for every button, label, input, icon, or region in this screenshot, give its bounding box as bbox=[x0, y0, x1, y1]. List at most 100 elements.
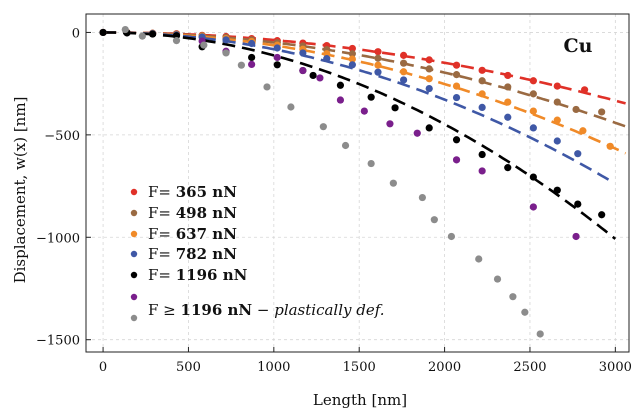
data-point bbox=[336, 96, 345, 104]
fit-curves bbox=[103, 31, 627, 240]
legend-label: F= 1196 nN bbox=[148, 266, 248, 284]
data-point bbox=[579, 127, 587, 135]
data-points bbox=[99, 25, 614, 338]
data-point bbox=[222, 36, 230, 44]
data-point bbox=[529, 124, 537, 132]
data-point bbox=[121, 25, 129, 34]
data-point bbox=[316, 74, 324, 82]
data-point bbox=[529, 77, 537, 85]
legend: F= 365 nN F= 498 nN F= 637 nN F= 782 nN F= 1… bbox=[130, 183, 385, 322]
y-axis-label: Displacement, w(x) [nm] bbox=[11, 97, 29, 284]
y-ticks: 0 −500 −1000 −1500 bbox=[36, 26, 91, 349]
data-point bbox=[572, 105, 580, 114]
fit-line bbox=[103, 31, 626, 105]
data-point bbox=[430, 216, 438, 224]
data-point bbox=[299, 66, 307, 75]
data-point bbox=[319, 123, 327, 131]
plot-border bbox=[85, 13, 630, 353]
data-point bbox=[509, 293, 517, 301]
data-point bbox=[504, 98, 512, 106]
data-point bbox=[574, 200, 582, 208]
data-point bbox=[452, 93, 461, 102]
x-tick-label: 0 bbox=[99, 360, 107, 375]
data-point bbox=[200, 41, 208, 49]
fit-line bbox=[103, 31, 610, 181]
data-point bbox=[374, 48, 382, 56]
data-point bbox=[400, 59, 408, 67]
data-point bbox=[273, 44, 281, 52]
data-point bbox=[413, 129, 421, 137]
data-point bbox=[374, 61, 382, 69]
data-point bbox=[348, 55, 356, 63]
data-point bbox=[389, 179, 397, 187]
data-point bbox=[273, 61, 281, 69]
data-point bbox=[553, 186, 561, 194]
data-point bbox=[374, 54, 382, 62]
data-point bbox=[425, 75, 433, 83]
data-point bbox=[400, 68, 408, 76]
data-point bbox=[237, 61, 245, 69]
data-point bbox=[475, 255, 483, 263]
data-point bbox=[273, 53, 281, 62]
data-point bbox=[348, 50, 356, 58]
data-point bbox=[574, 150, 582, 158]
data-point bbox=[309, 71, 317, 80]
data-point bbox=[447, 232, 456, 241]
x-tick-label: 2000 bbox=[428, 360, 461, 375]
data-point bbox=[367, 159, 375, 168]
legend-label: F= 782 nN bbox=[148, 245, 237, 263]
x-tick-label: 500 bbox=[176, 360, 201, 375]
data-point bbox=[529, 203, 537, 211]
data-point bbox=[504, 113, 512, 121]
data-point bbox=[452, 82, 461, 90]
y-tick-label: −1000 bbox=[36, 231, 80, 246]
data-point bbox=[478, 103, 486, 112]
data-point bbox=[391, 104, 399, 112]
y-tick-label: −500 bbox=[44, 129, 80, 144]
data-point bbox=[400, 51, 408, 59]
data-point bbox=[425, 65, 433, 73]
data-point bbox=[386, 120, 394, 128]
data-point bbox=[425, 124, 433, 132]
y-tick-label: −1500 bbox=[36, 334, 80, 349]
data-point bbox=[536, 330, 544, 338]
legend-marker bbox=[130, 314, 138, 322]
data-point bbox=[504, 83, 512, 91]
data-point bbox=[478, 66, 486, 74]
legend-label: F= 498 nN bbox=[148, 204, 237, 222]
legend-label: F= 365 nN bbox=[148, 183, 237, 201]
legend-marker bbox=[130, 230, 138, 238]
legend-marker bbox=[130, 188, 138, 196]
data-point bbox=[248, 39, 256, 48]
data-point bbox=[367, 93, 375, 101]
data-point bbox=[504, 71, 512, 80]
legend-label: F= 637 nN bbox=[148, 225, 237, 243]
data-point bbox=[348, 61, 356, 69]
data-point bbox=[348, 44, 356, 53]
x-tick-label: 1000 bbox=[257, 360, 290, 375]
legend-marker bbox=[130, 209, 138, 217]
data-point bbox=[148, 30, 157, 38]
grid bbox=[86, 14, 629, 352]
material-annotation: Cu bbox=[564, 35, 593, 57]
data-point bbox=[263, 83, 271, 91]
data-point bbox=[248, 53, 256, 62]
data-point bbox=[553, 82, 561, 90]
data-point bbox=[299, 49, 307, 57]
data-point bbox=[400, 76, 408, 84]
legend-marker bbox=[130, 293, 138, 301]
data-point bbox=[598, 211, 606, 219]
data-point bbox=[478, 167, 486, 175]
data-point bbox=[172, 37, 181, 45]
x-axis-label: Length [nm] bbox=[313, 391, 407, 408]
data-point bbox=[529, 90, 537, 98]
data-point bbox=[425, 84, 433, 93]
fit-line bbox=[103, 31, 617, 240]
data-point bbox=[581, 86, 589, 94]
data-point bbox=[553, 98, 561, 106]
x-tick-label: 2500 bbox=[513, 360, 546, 375]
data-point bbox=[287, 103, 295, 111]
data-point bbox=[572, 232, 580, 241]
data-point bbox=[418, 193, 426, 202]
